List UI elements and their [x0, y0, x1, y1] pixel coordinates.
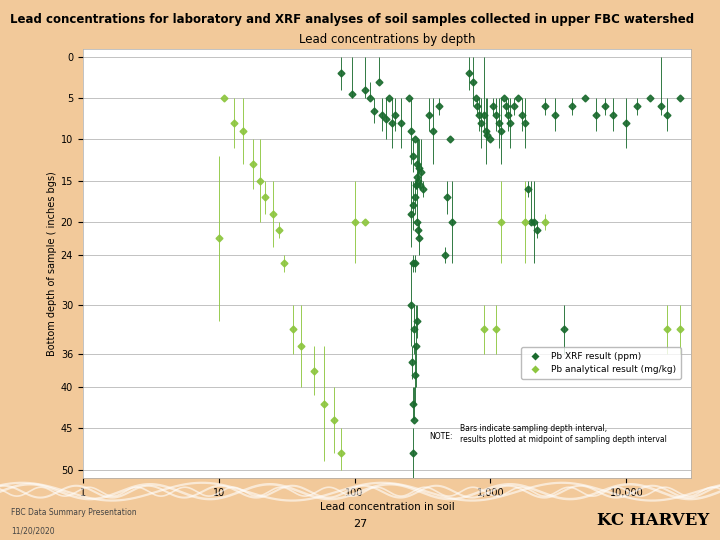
- Text: 11/20/2020: 11/20/2020: [11, 526, 55, 536]
- Y-axis label: Bottom depth of sample ( inches bgs): Bottom depth of sample ( inches bgs): [47, 171, 57, 356]
- Legend: Pb XRF result (ppm), Pb analytical result (mg/kg): Pb XRF result (ppm), Pb analytical resul…: [521, 347, 680, 379]
- Title: Lead concentrations by depth: Lead concentrations by depth: [299, 33, 475, 46]
- Text: Lead concentrations for laboratory and XRF analyses of soil samples collected in: Lead concentrations for laboratory and X…: [10, 14, 694, 26]
- Text: KC HARVEY: KC HARVEY: [597, 512, 709, 529]
- Text: NOTE:: NOTE:: [430, 433, 453, 441]
- Text: Bars indicate sampling depth interval,
results plotted at midpoint of sampling d: Bars indicate sampling depth interval, r…: [460, 424, 667, 443]
- Text: 27: 27: [353, 519, 367, 529]
- X-axis label: Lead concentration in soil: Lead concentration in soil: [320, 502, 454, 512]
- Text: FBC Data Summary Presentation: FBC Data Summary Presentation: [11, 508, 136, 517]
